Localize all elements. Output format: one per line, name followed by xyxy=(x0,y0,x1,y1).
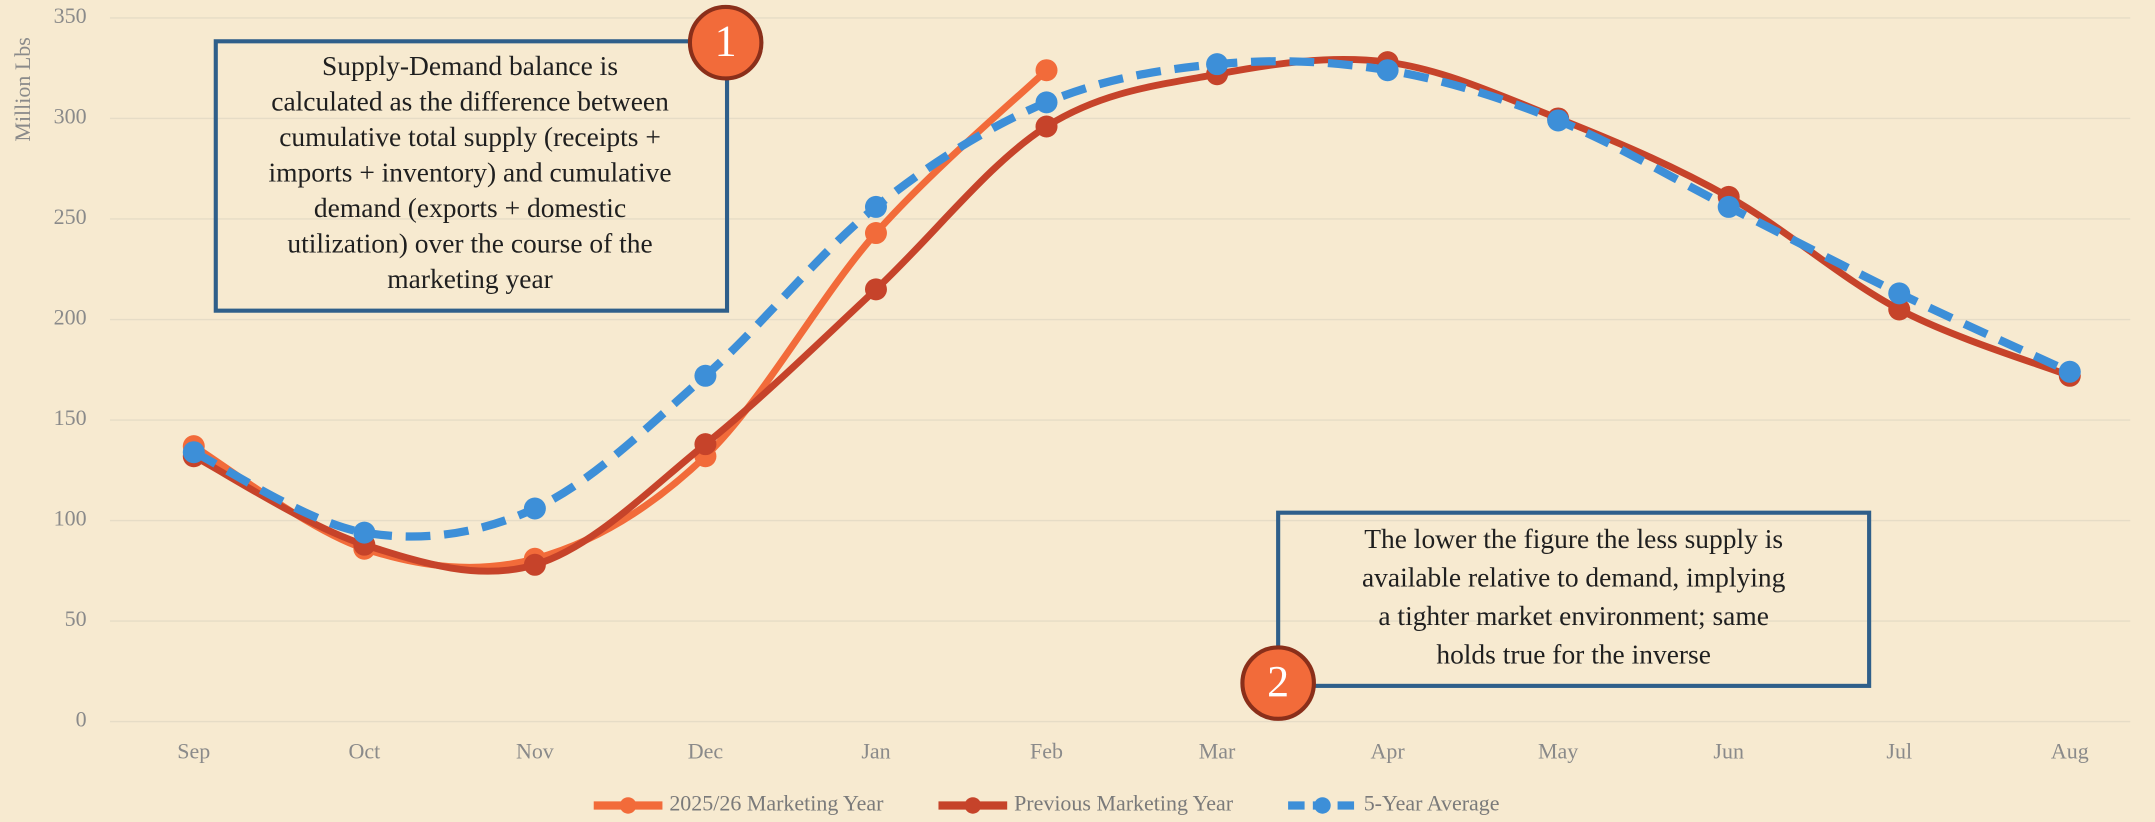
y-tick-label: 100 xyxy=(54,506,87,531)
x-tick-label: Jul xyxy=(1886,738,1912,763)
y-tick-label: 350 xyxy=(54,3,87,28)
x-tick-label: Aug xyxy=(2051,738,2089,763)
x-tick-label: Nov xyxy=(516,738,554,763)
y-axis-label: Million Lbs xyxy=(10,37,35,141)
data-point xyxy=(1547,109,1570,132)
x-tick-label: Feb xyxy=(1030,738,1063,763)
legend-label: Previous Marketing Year xyxy=(1014,790,1234,815)
data-point xyxy=(864,278,887,301)
y-tick-label: 300 xyxy=(54,104,87,129)
data-point xyxy=(2058,360,2081,383)
data-point xyxy=(1035,59,1058,82)
data-point xyxy=(1035,115,1058,138)
data-point xyxy=(1035,91,1058,114)
annotation-text: marketing year xyxy=(387,264,553,294)
annotation-badge-label: 1 xyxy=(715,17,737,66)
x-tick-label: Apr xyxy=(1371,738,1406,763)
x-tick-label: May xyxy=(1538,738,1578,763)
data-point xyxy=(1376,59,1399,82)
data-point xyxy=(864,222,887,245)
y-tick-label: 200 xyxy=(54,305,87,330)
y-tick-label: 0 xyxy=(76,707,87,732)
x-tick-label: Mar xyxy=(1199,738,1236,763)
annotation-text: a tighter market environment; same xyxy=(1378,601,1769,631)
x-tick-label: Sep xyxy=(177,738,210,763)
legend-marker xyxy=(964,797,982,814)
x-tick-label: Jan xyxy=(861,738,890,763)
data-point xyxy=(523,497,546,520)
annotation-badge xyxy=(687,4,764,81)
series-line xyxy=(192,57,2072,541)
x-tick-label: Jun xyxy=(1713,738,1744,763)
legend-marker xyxy=(1314,797,1331,814)
data-point xyxy=(182,441,205,464)
annotation-text: holds true for the inverse xyxy=(1436,639,1711,669)
annotation-box xyxy=(213,39,730,313)
annotation-text: imports + inventory) and cumulative xyxy=(269,157,672,187)
legend-label: 2025/26 Marketing Year xyxy=(669,790,884,815)
legend-label: 5-Year Average xyxy=(1364,790,1500,815)
data-point xyxy=(694,364,717,387)
legend-marker xyxy=(619,797,637,814)
y-tick-label: 50 xyxy=(65,606,87,631)
y-tick-label: 250 xyxy=(54,204,87,229)
data-point xyxy=(694,433,717,456)
data-point xyxy=(353,521,376,544)
y-tick-label: 150 xyxy=(54,405,87,430)
annotation-badge-label: 2 xyxy=(1267,657,1289,706)
annotation-box xyxy=(1276,510,1872,688)
annotation-text: calculated as the difference between xyxy=(271,87,669,117)
annotation-text: utilization) over the course of the xyxy=(287,228,652,258)
data-point xyxy=(864,195,887,218)
x-tick-label: Dec xyxy=(688,738,724,763)
annotation-text: The lower the figure the less supply is xyxy=(1364,524,1783,554)
x-tick-label: Oct xyxy=(348,738,380,763)
data-point xyxy=(1888,282,1911,305)
annotation-badge xyxy=(1240,645,1316,721)
annotation-text: Supply-Demand balance is xyxy=(322,51,618,81)
annotation-text: cumulative total supply (receipts + xyxy=(279,122,661,152)
data-point xyxy=(1717,195,1740,218)
data-point xyxy=(523,553,546,576)
annotation-text: demand (exports + domestic xyxy=(314,193,626,223)
data-point xyxy=(1888,298,1911,321)
annotation-text: available relative to demand, implying xyxy=(1362,562,1786,592)
data-point xyxy=(1206,53,1229,76)
